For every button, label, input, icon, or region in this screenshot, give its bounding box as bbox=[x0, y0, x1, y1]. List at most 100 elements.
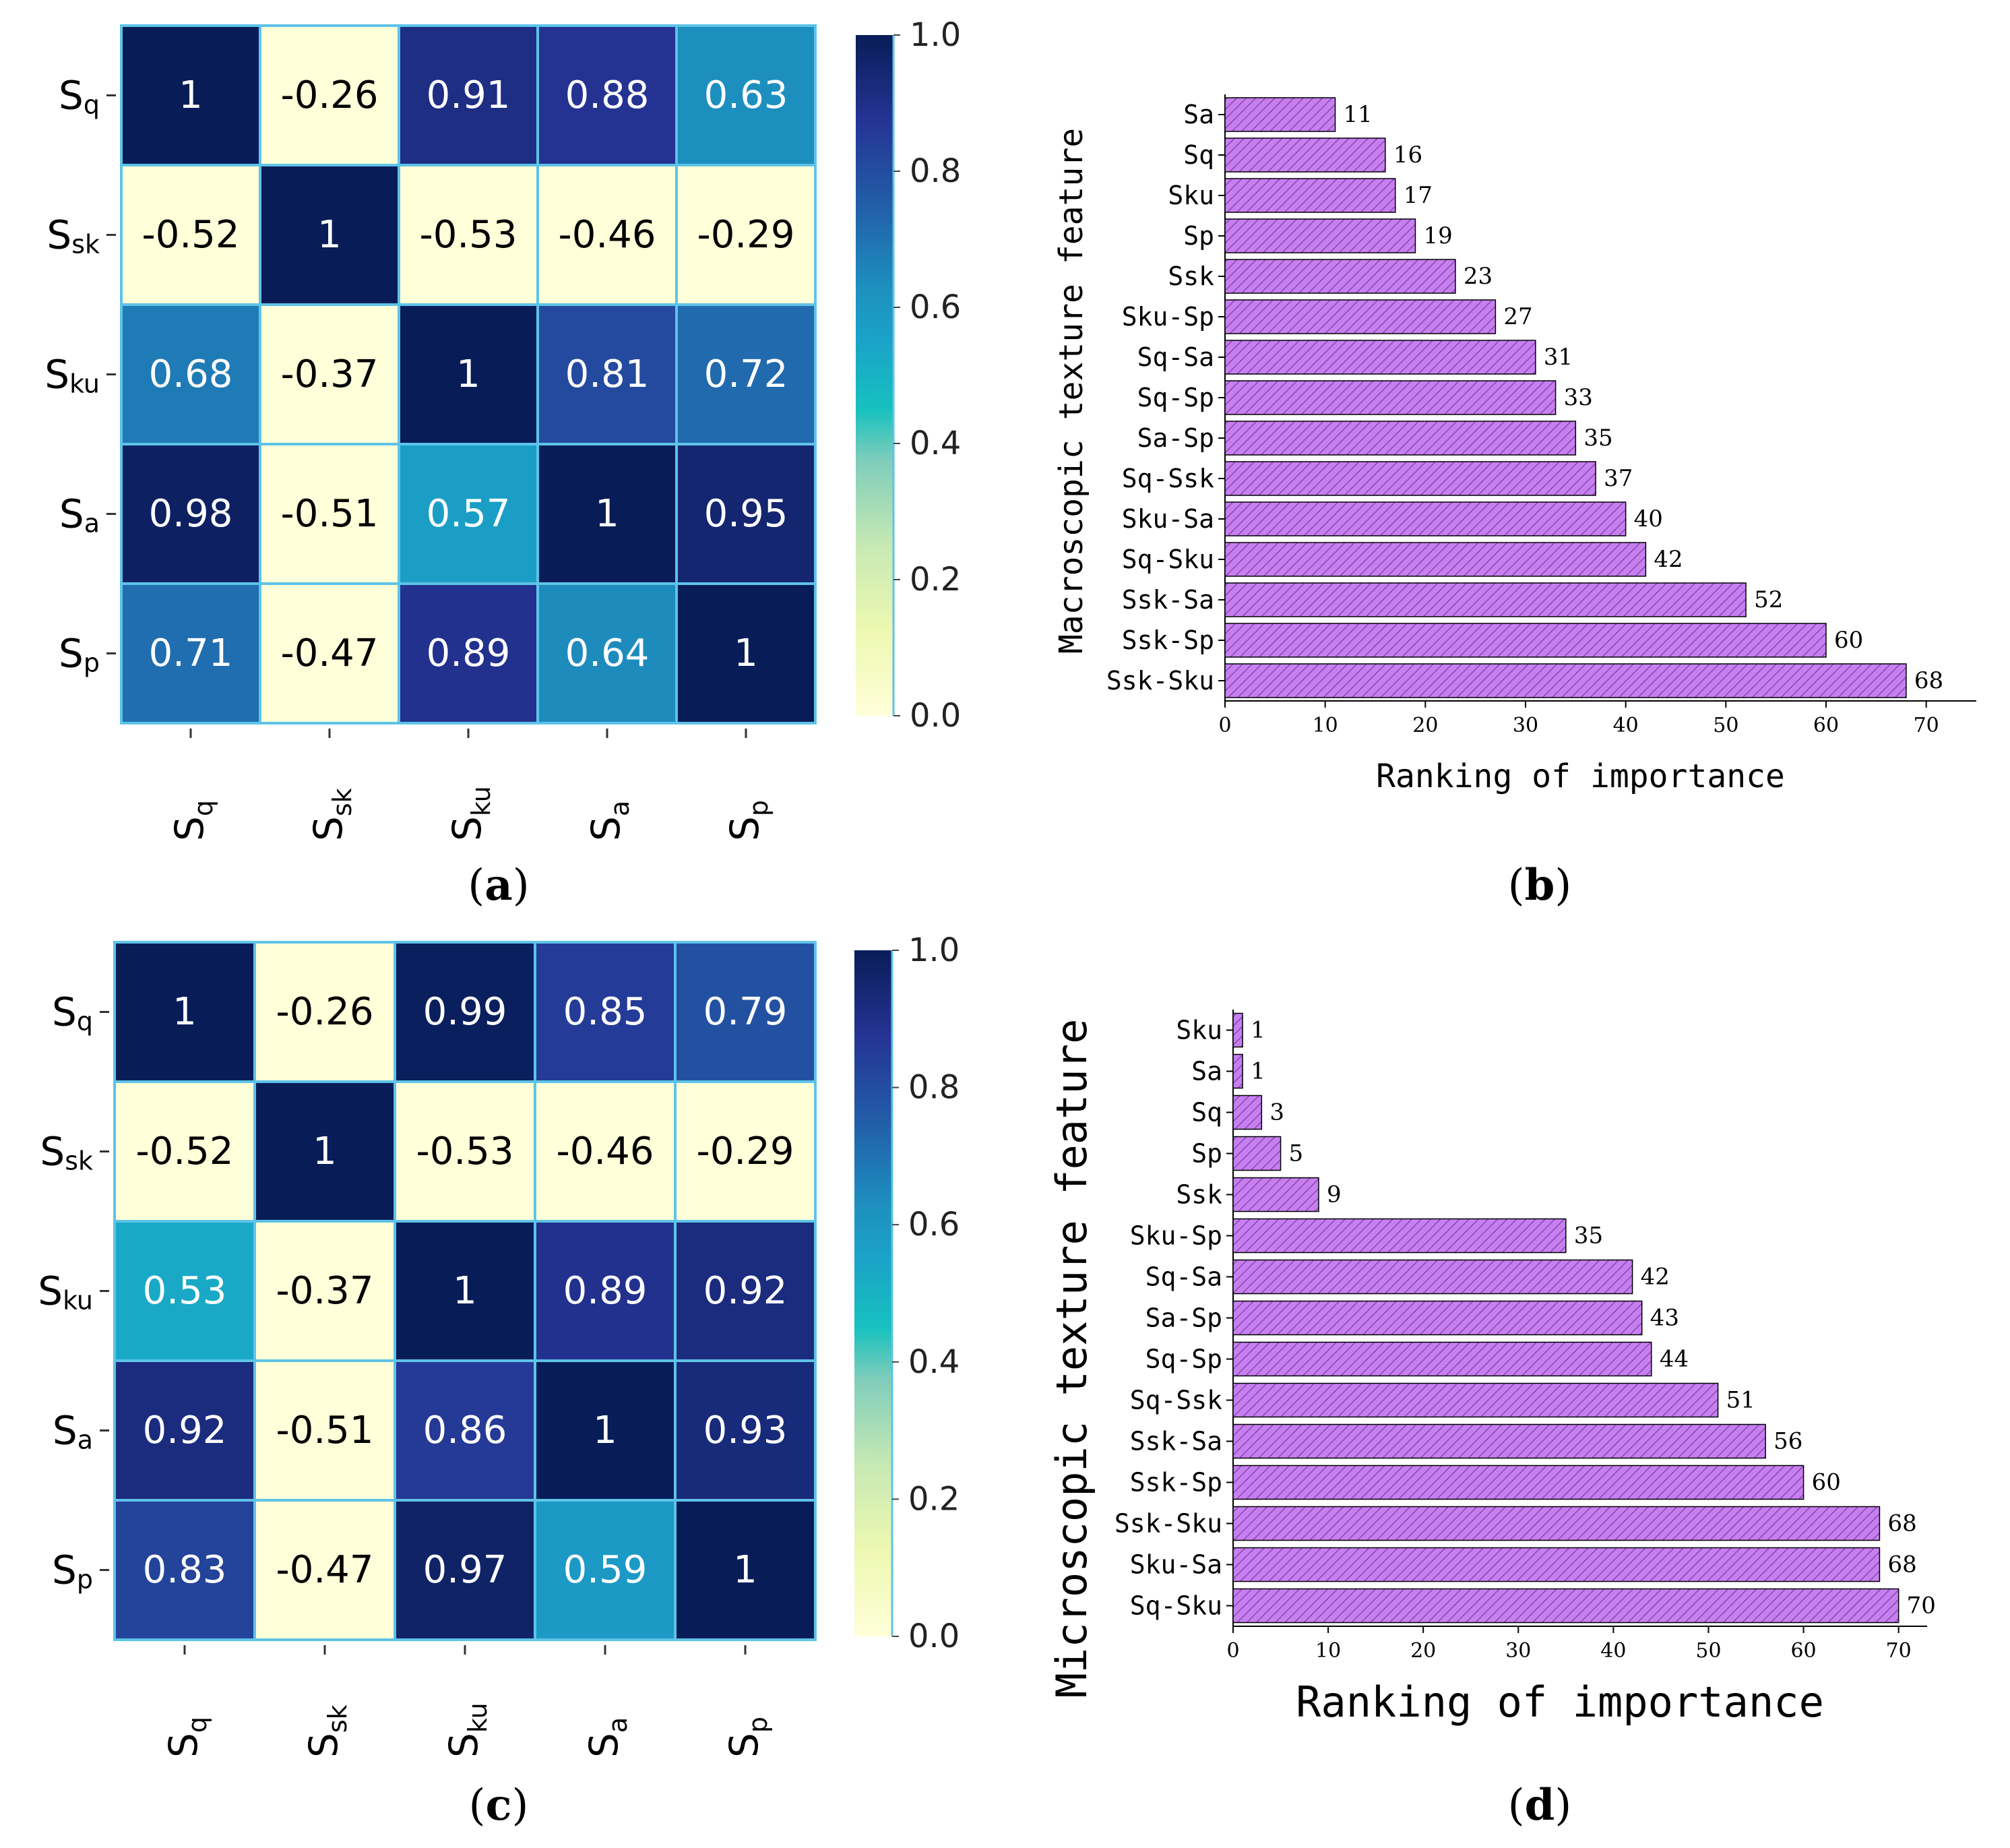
heatmap-cell bbox=[113, 1359, 256, 1502]
bar-category-label: Ssk-Sku bbox=[1114, 1509, 1222, 1539]
bar bbox=[1224, 542, 1647, 577]
heatmap-cell bbox=[253, 1499, 396, 1641]
colorbar-tick-label: 0.0 bbox=[910, 697, 961, 735]
col-label: Sku bbox=[441, 1702, 493, 1758]
bar-value-label: 68 bbox=[1914, 667, 1943, 694]
colorbar bbox=[856, 35, 893, 716]
bar bbox=[1232, 1218, 1567, 1254]
bar-category-label: Sa bbox=[1183, 100, 1214, 129]
heatmap-cell-value: -0.47 bbox=[281, 632, 379, 675]
y-axis-title: Microscopic texture feature bbox=[1047, 1019, 1096, 1698]
heatmap-cell-value: 0.57 bbox=[427, 492, 511, 536]
bar-value-label: 70 bbox=[1907, 1593, 1936, 1620]
colorbar-tick-label: 0.4 bbox=[910, 425, 961, 462]
bar-value-label: 5 bbox=[1289, 1140, 1304, 1167]
bar bbox=[1224, 299, 1497, 334]
bar bbox=[1232, 1341, 1652, 1377]
x-tick-label: 10 bbox=[1313, 714, 1338, 737]
heatmap-cell bbox=[113, 1499, 256, 1641]
bar-value-label: 16 bbox=[1393, 142, 1422, 168]
heatmap-cell-value: 0.89 bbox=[563, 1269, 648, 1313]
bar-category-label: Sq-Ssk bbox=[1130, 1386, 1222, 1415]
bar-category-label: Sp bbox=[1183, 221, 1214, 251]
heatmap-cell-value: 0.86 bbox=[423, 1409, 507, 1452]
heatmap-cell-value: 0.95 bbox=[704, 492, 788, 536]
x-tick-label: 40 bbox=[1613, 714, 1639, 737]
bar-chart-b: Sa 11 Sq 16 Sku 17 Sp 19 Ssk 23 Sku-Sp 27 Sq-Sa 31 Sq-… bbox=[1053, 94, 1976, 795]
bar bbox=[1224, 178, 1396, 213]
bar-value-label: 68 bbox=[1887, 1510, 1916, 1537]
bar bbox=[1224, 137, 1386, 173]
colorbar-tick-label: 0.2 bbox=[908, 1480, 960, 1518]
heatmap-cell-value: 0.79 bbox=[703, 990, 788, 1034]
heatmap-cell-value: 0.63 bbox=[704, 73, 788, 117]
bar-value-label: 52 bbox=[1754, 586, 1783, 613]
col-label: Sq bbox=[160, 1717, 212, 1758]
bar-value-label: 9 bbox=[1327, 1181, 1342, 1208]
heatmap-cell-value: 0.91 bbox=[427, 73, 511, 117]
bar bbox=[1232, 1300, 1643, 1336]
bar-category-label: Ssk bbox=[1176, 1180, 1222, 1210]
panel-label-a: (a) bbox=[468, 860, 529, 911]
heatmap-cell bbox=[394, 1499, 536, 1641]
heatmap-cell-value: 0.83 bbox=[143, 1548, 227, 1592]
bar-value-label: 40 bbox=[1634, 505, 1663, 532]
bar-category-label: Sq-Sp bbox=[1137, 383, 1214, 412]
bar bbox=[1232, 1465, 1804, 1500]
row-label: Sp bbox=[59, 631, 100, 678]
heatmap-cell bbox=[674, 1499, 817, 1641]
bar-category-label: Sq-Sp bbox=[1145, 1345, 1222, 1374]
bar-category-label: Ssk-Sp bbox=[1122, 625, 1214, 655]
heatmap-cell bbox=[674, 1220, 817, 1362]
bar-category-label: Sq-Sku bbox=[1130, 1591, 1222, 1621]
heatmap-cell bbox=[534, 1080, 677, 1223]
heatmap-cell bbox=[534, 941, 677, 1083]
heatmap-cell-value: -0.26 bbox=[276, 990, 374, 1034]
bar-category-label: Sq bbox=[1191, 1098, 1222, 1128]
bar-category-label: Ssk-Sa bbox=[1130, 1427, 1222, 1456]
x-tick-label: 0 bbox=[1226, 1639, 1239, 1663]
x-tick-label: 20 bbox=[1412, 714, 1438, 737]
x-tick-label: 10 bbox=[1315, 1639, 1341, 1663]
heatmap-cell-value: 1 bbox=[179, 73, 203, 117]
bar-value-label: 42 bbox=[1641, 1264, 1670, 1291]
heatmap-cell-value: 0.93 bbox=[703, 1409, 788, 1452]
heatmap-cell-value: 0.81 bbox=[565, 352, 650, 396]
heatmap-cell bbox=[259, 303, 400, 445]
row-label: Sq bbox=[52, 989, 93, 1037]
bar-value-label: 1 bbox=[1251, 1058, 1265, 1085]
x-tick-label: 60 bbox=[1813, 714, 1839, 737]
bar bbox=[1224, 97, 1336, 132]
bar bbox=[1232, 1423, 1766, 1459]
heatmap-cell-value: 1 bbox=[456, 352, 480, 396]
heatmap-cell-value: 0.71 bbox=[149, 632, 233, 675]
x-tick-label: 60 bbox=[1790, 1639, 1816, 1663]
bar-category-label: Ssk-Sa bbox=[1122, 585, 1214, 615]
row-label: Sq bbox=[59, 73, 100, 120]
col-label: Ssk bbox=[305, 788, 357, 841]
heatmap-cell-value: 0.72 bbox=[704, 352, 788, 396]
bar bbox=[1232, 1177, 1319, 1212]
bar-value-label: 35 bbox=[1574, 1223, 1603, 1250]
heatmap-cell bbox=[536, 303, 678, 445]
bar-value-label: 37 bbox=[1604, 465, 1633, 492]
bar-value-label: 17 bbox=[1404, 182, 1433, 209]
heatmap-cell-value: 0.64 bbox=[565, 632, 650, 675]
bar-category-label: Sp bbox=[1191, 1139, 1222, 1169]
bar-category-label: Sq-Sku bbox=[1122, 545, 1214, 574]
col-label: Sq bbox=[166, 800, 218, 841]
bar-category-label: Sku bbox=[1176, 1016, 1222, 1045]
bar bbox=[1232, 1095, 1263, 1130]
bar bbox=[1224, 461, 1596, 496]
heatmap-cell-value: 0.97 bbox=[423, 1548, 507, 1592]
colorbar-tick-label: 0.2 bbox=[910, 561, 961, 598]
heatmap-cell bbox=[674, 941, 817, 1083]
x-tick-label: 0 bbox=[1218, 714, 1231, 737]
heatmap-cell-value: 0.53 bbox=[143, 1269, 227, 1313]
colorbar-tick-label: 1.0 bbox=[908, 931, 960, 969]
heatmap-cell-value: -0.46 bbox=[557, 1130, 654, 1173]
bar-category-label: Sku-Sa bbox=[1122, 504, 1214, 534]
bar-category-label: Sq-Ssk bbox=[1122, 464, 1214, 493]
heatmap-cell-value: -0.52 bbox=[136, 1130, 234, 1173]
